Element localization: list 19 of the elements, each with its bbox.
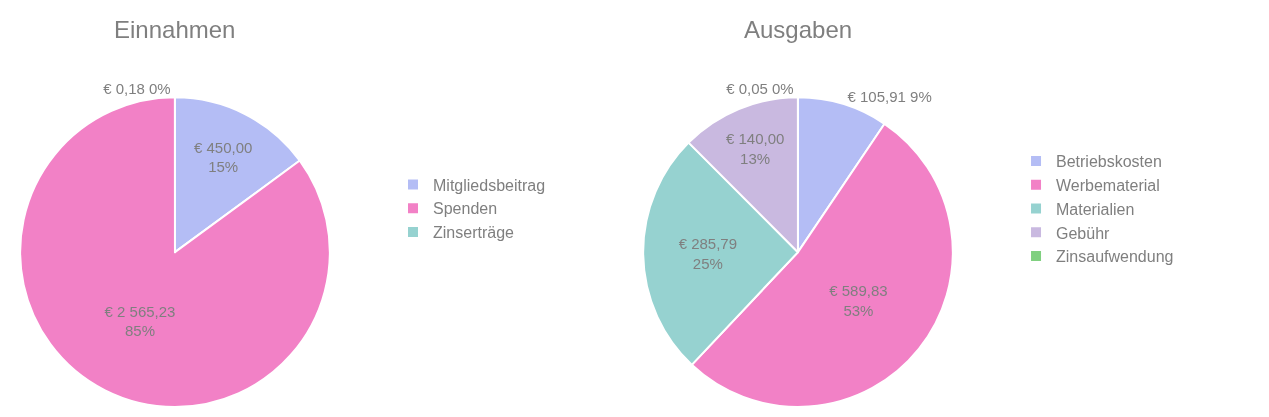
legend-label: Betriebskosten [1056, 153, 1162, 171]
data-label: € 285,79 25% [678, 235, 738, 272]
legend-label: Materialien [1056, 200, 1135, 218]
data-label: € 105,91 9% [847, 87, 932, 105]
data-label: € 0,05 0% [726, 80, 794, 98]
chart-title: Einnahmen [114, 16, 236, 43]
pie-slice [19, 96, 331, 408]
data-label: € 0,18 0% [103, 80, 171, 98]
legend-label: Zinserträge [433, 224, 515, 242]
legend-label: Werbematerial [1056, 176, 1160, 194]
data-label: € 589,83 53% [829, 282, 888, 319]
data-label: € 2 565,23 85% [104, 302, 176, 340]
data-label: € 450,00 15% [193, 138, 253, 176]
chart-title: Ausgaben [744, 16, 853, 43]
data-label: € 140,00 13% [725, 130, 785, 167]
legend-label: Gebühr [1056, 224, 1111, 242]
legend-label: Zinsaufwendung [1056, 248, 1174, 266]
legend-label: Spenden [433, 200, 498, 218]
legend-label: Mitgliedsbeitrag [433, 176, 546, 194]
